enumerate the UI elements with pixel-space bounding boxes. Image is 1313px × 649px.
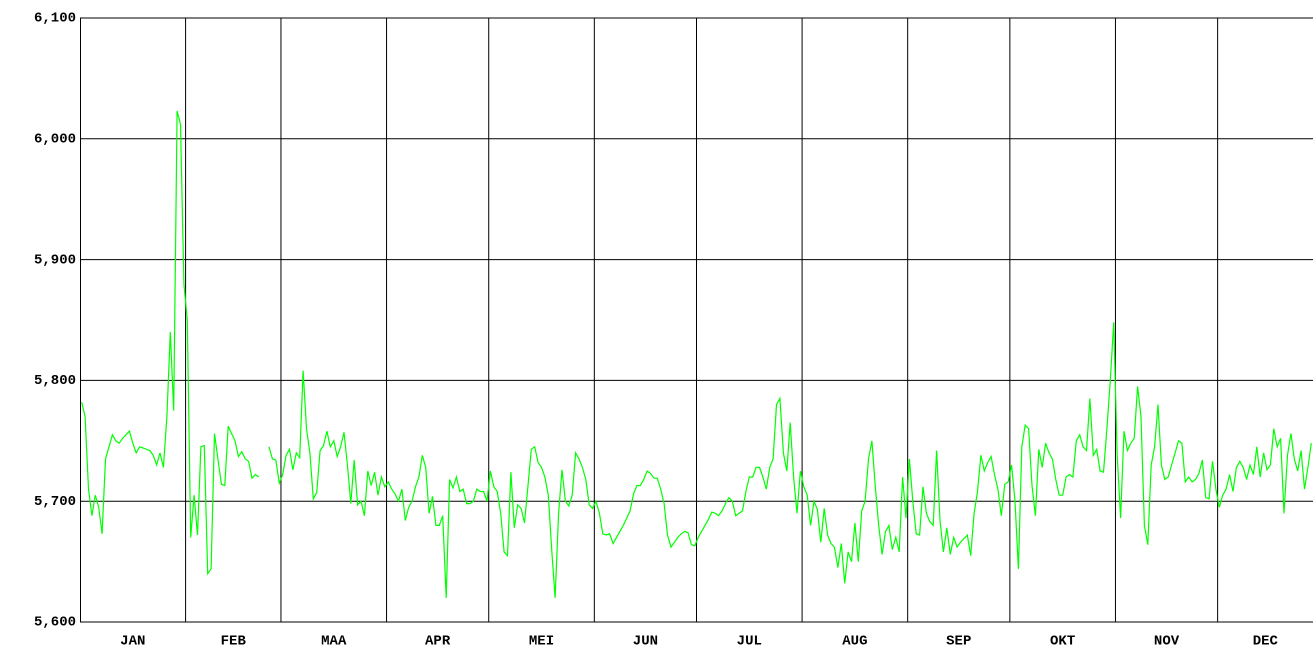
data-line — [268, 322, 1312, 598]
y-tick-label: 5,900 — [34, 252, 76, 268]
x-tick-label: MEI — [529, 634, 554, 649]
x-tick-label: NOV — [1154, 634, 1180, 649]
y-tick-label: 5,700 — [34, 494, 76, 510]
data-line — [81, 110, 260, 576]
x-tick-label: JUL — [737, 634, 762, 649]
x-tick-label: AUG — [842, 634, 867, 649]
x-tick-label: JUN — [633, 634, 658, 649]
x-tick-label: DEC — [1253, 634, 1279, 649]
x-tick-label: OKT — [1050, 634, 1075, 649]
x-tick-label: FEB — [221, 634, 247, 649]
y-tick-label: 5,800 — [34, 373, 76, 389]
x-tick-label: MAA — [321, 634, 347, 649]
y-tick-label: 6,100 — [34, 11, 76, 27]
y-tick-label: 6,000 — [34, 132, 76, 148]
x-tick-label: SEP — [946, 634, 971, 649]
x-tick-label: APR — [425, 634, 451, 649]
y-tick-label: 5,600 — [34, 615, 76, 631]
x-tick-label: JAN — [120, 634, 145, 649]
